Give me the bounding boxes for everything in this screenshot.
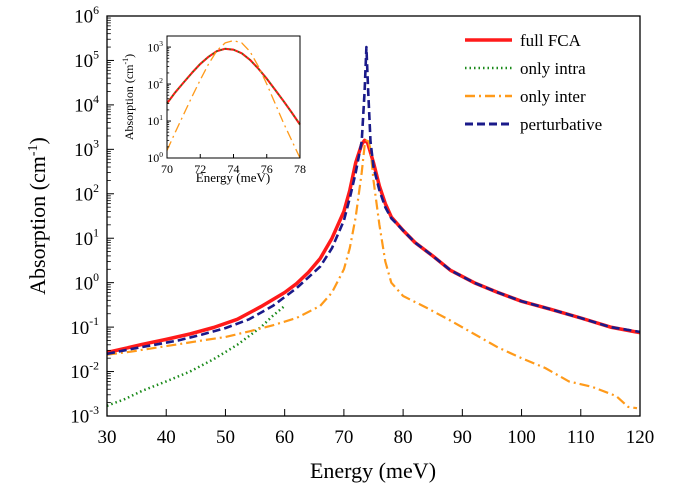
main-x-tick-label: 110 — [567, 427, 595, 448]
inset-x-tick-label: 70 — [161, 162, 173, 176]
main-x-tick-label: 100 — [507, 427, 536, 448]
inset-x-tick-label: 78 — [294, 162, 306, 176]
main-y-axis-title: Absorption (cm-1) — [25, 137, 50, 295]
legend-label-only-intra: only intra — [520, 59, 586, 78]
main-series-group — [106, 45, 641, 410]
legend-entry-perturbative: perturbative — [465, 115, 602, 134]
inset-x-tick-label: 76 — [261, 162, 273, 176]
main-y-tick-label: 10-3 — [70, 404, 99, 428]
inset-plot: 70 72 74 76 78 100 101 102 103 Energy (meV) Abso… — [121, 35, 306, 185]
inset-y-axis-title-close: ) — [122, 54, 136, 58]
inset-y-tick-label: 100 — [147, 150, 163, 165]
main-y-tick-label: 10-1 — [70, 315, 99, 339]
main-x-tick-label: 90 — [453, 427, 472, 448]
inset-y-axis-title-base: Absorption (cm — [122, 64, 136, 140]
inset-y-axis-title-sup: -1 — [121, 58, 130, 65]
main-x-tick-label: 80 — [394, 427, 413, 448]
main-series-perturbative — [106, 45, 641, 356]
legend: full FCA only intra only inter perturbat… — [465, 31, 602, 134]
main-y-tick-label: 10-2 — [70, 360, 99, 384]
main-y-tick-label: 105 — [74, 49, 99, 73]
inset-background — [167, 36, 300, 158]
inset-series-full-fca — [166, 47, 301, 126]
legend-label-full-fca: full FCA — [520, 31, 582, 50]
inset-ticks: 70 72 74 76 78 100 101 102 103 — [147, 39, 306, 176]
legend-entry-full-fca: full FCA — [465, 31, 582, 50]
inset-y-tick-label: 103 — [147, 39, 163, 54]
legend-label-perturbative: perturbative — [520, 115, 602, 134]
inset-y-tick-label: 101 — [147, 113, 163, 128]
inset-x-axis-title: Energy (meV) — [196, 170, 270, 185]
main-y-axis-title-base: Absorption (cm — [25, 156, 50, 295]
main-series-only-inter — [106, 136, 638, 410]
main-x-tick-label: 50 — [216, 427, 235, 448]
inset-x-tick-label: 74 — [228, 162, 240, 176]
main-ticks: 30 40 50 60 70 80 90 100 110 120 10-3 10-2 10-1 100 10… — [70, 4, 654, 448]
inset-series-group — [166, 39, 301, 159]
legend-entry-only-intra: only intra — [465, 59, 586, 78]
main-plot: 30 40 50 60 70 80 90 100 110 120 10-3 10-2 10-1 100 10… — [25, 4, 654, 483]
inset-y-tick-label: 102 — [147, 76, 163, 91]
main-plot-frame — [106, 15, 641, 417]
main-y-tick-label: 104 — [74, 93, 99, 117]
legend-label-only-inter: only inter — [520, 87, 586, 106]
main-y-tick-label: 101 — [74, 226, 99, 250]
main-y-tick-label: 106 — [74, 4, 99, 28]
main-x-tick-label: 120 — [626, 427, 655, 448]
main-y-axis-title-sup: -1 — [26, 144, 41, 156]
main-y-axis-title-close: ) — [25, 137, 50, 144]
main-x-tick-label: 30 — [98, 427, 117, 448]
main-x-axis-title: Energy (meV) — [310, 458, 436, 483]
main-y-tick-label: 100 — [74, 271, 99, 295]
inset-x-tick-label: 72 — [194, 162, 206, 176]
main-x-tick-label: 60 — [275, 427, 294, 448]
inset-y-axis-title: Absorption (cm-1) — [121, 54, 136, 140]
legend-entry-only-inter: only inter — [465, 87, 586, 106]
main-y-tick-label: 102 — [74, 182, 99, 206]
main-x-tick-label: 40 — [157, 427, 176, 448]
main-x-tick-label: 70 — [334, 427, 353, 448]
main-y-tick-label: 103 — [74, 137, 99, 161]
